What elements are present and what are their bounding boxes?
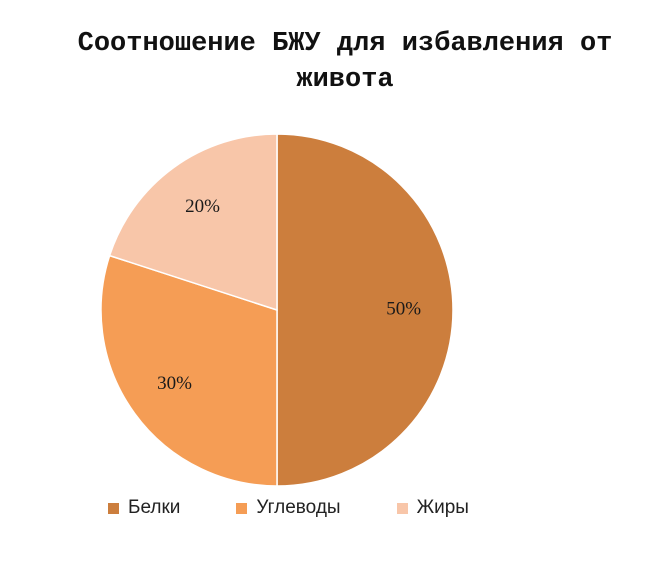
pie-slice-zhiry xyxy=(108,133,278,312)
legend-swatch-belki xyxy=(108,502,119,514)
legend-label-uglevody: Углеводы xyxy=(256,497,341,518)
legend-item-uglevody: Углеводы xyxy=(236,497,341,519)
data-label-belki: 50% xyxy=(386,298,421,319)
data-label-zhiry: 20% xyxy=(185,196,220,217)
chart-title: Соотношение БЖУ для избавления от живота xyxy=(77,29,613,95)
data-label-uglevody: 30% xyxy=(157,373,192,394)
legend-swatch-uglevody xyxy=(236,502,248,514)
chart-legend: Белки Углеводы Жиры xyxy=(108,496,528,520)
pie-slice-uglevody xyxy=(100,254,278,487)
legend-item-belki: Белки xyxy=(108,497,180,519)
legend-label-belki: Белки xyxy=(128,497,181,518)
legend-label-zhiry: Жиры xyxy=(416,497,469,518)
pie-slice-belki xyxy=(276,133,454,487)
legend-swatch-zhiry xyxy=(396,502,408,514)
legend-item-zhiry: Жиры xyxy=(396,497,469,519)
